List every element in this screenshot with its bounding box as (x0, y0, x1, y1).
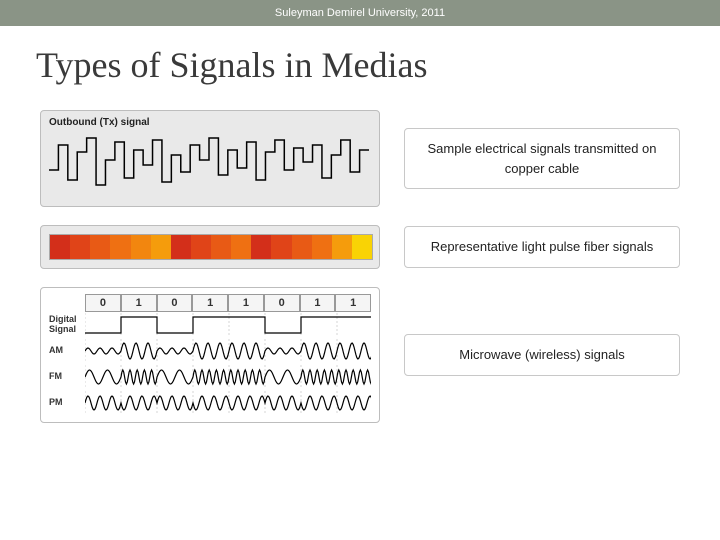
row-fiber: Representative light pulse fiber signals (40, 225, 680, 269)
electrical-waveform (49, 130, 369, 200)
fiber-segment (251, 235, 271, 259)
wave-row: PM (49, 390, 371, 416)
fiber-segment (191, 235, 211, 259)
fiber-segment (332, 235, 352, 259)
electrical-label: Sample electrical signals transmitted on… (404, 128, 680, 189)
wave-label: FM (49, 372, 85, 382)
wave-label: AM (49, 346, 85, 356)
fiber-segment (110, 235, 130, 259)
fiber-segment (271, 235, 291, 259)
bit-cell: 0 (157, 294, 193, 312)
fiber-segment (131, 235, 151, 259)
electrical-panel-title: Outbound (Tx) signal (49, 117, 371, 128)
electrical-panel: Outbound (Tx) signal (40, 110, 380, 207)
fiber-segment (312, 235, 332, 259)
fiber-segment (292, 235, 312, 259)
fiber-segment (151, 235, 171, 259)
fiber-label: Representative light pulse fiber signals (404, 226, 680, 268)
row-modulation: 01011011 DigitalSignalAMFMPM Microwave (… (40, 287, 680, 423)
modulation-panel: 01011011 DigitalSignalAMFMPM (40, 287, 380, 423)
header-text: Suleyman Demirel University, 2011 (275, 7, 445, 19)
row-electrical: Outbound (Tx) signal Sample electrical s… (40, 110, 680, 207)
fiber-segment (231, 235, 251, 259)
fiber-segment (50, 235, 70, 259)
modulation-waves: DigitalSignal AM FM PM (49, 312, 371, 416)
fiber-segment (352, 235, 372, 259)
fiber-segment (70, 235, 90, 259)
bit-cell: 1 (121, 294, 157, 312)
bit-cell: 1 (228, 294, 264, 312)
bit-cell: 0 (85, 294, 121, 312)
fiber-segment (171, 235, 191, 259)
wave-svg (85, 339, 371, 363)
fiber-segment (211, 235, 231, 259)
wave-svg (85, 391, 371, 415)
fiber-segment (90, 235, 110, 259)
content: Outbound (Tx) signal Sample electrical s… (0, 110, 720, 423)
modulation-label: Microwave (wireless) signals (404, 334, 680, 376)
wave-svg (85, 313, 371, 337)
bit-cell: 1 (300, 294, 336, 312)
wave-label: PM (49, 398, 85, 408)
wave-row: DigitalSignal (49, 312, 371, 338)
header-bar: Suleyman Demirel University, 2011 (0, 0, 720, 26)
fiber-strip (49, 234, 373, 260)
fiber-panel (40, 225, 380, 269)
bit-cell: 1 (335, 294, 371, 312)
wave-svg (85, 365, 371, 389)
bits-row: 01011011 (85, 294, 371, 312)
bit-cell: 0 (264, 294, 300, 312)
page-title: Types of Signals in Medias (36, 44, 720, 86)
wave-row: FM (49, 364, 371, 390)
wave-row: AM (49, 338, 371, 364)
wave-label: DigitalSignal (49, 315, 85, 335)
bit-cell: 1 (192, 294, 228, 312)
